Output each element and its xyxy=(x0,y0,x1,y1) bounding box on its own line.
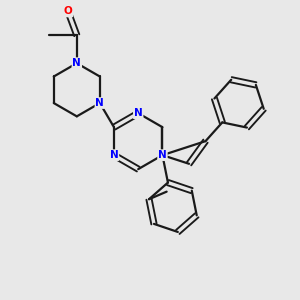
Text: N: N xyxy=(134,108,142,118)
Text: O: O xyxy=(64,7,72,16)
Text: N: N xyxy=(158,150,167,160)
Text: N: N xyxy=(72,58,81,68)
Text: N: N xyxy=(110,150,118,160)
Text: N: N xyxy=(95,98,104,108)
